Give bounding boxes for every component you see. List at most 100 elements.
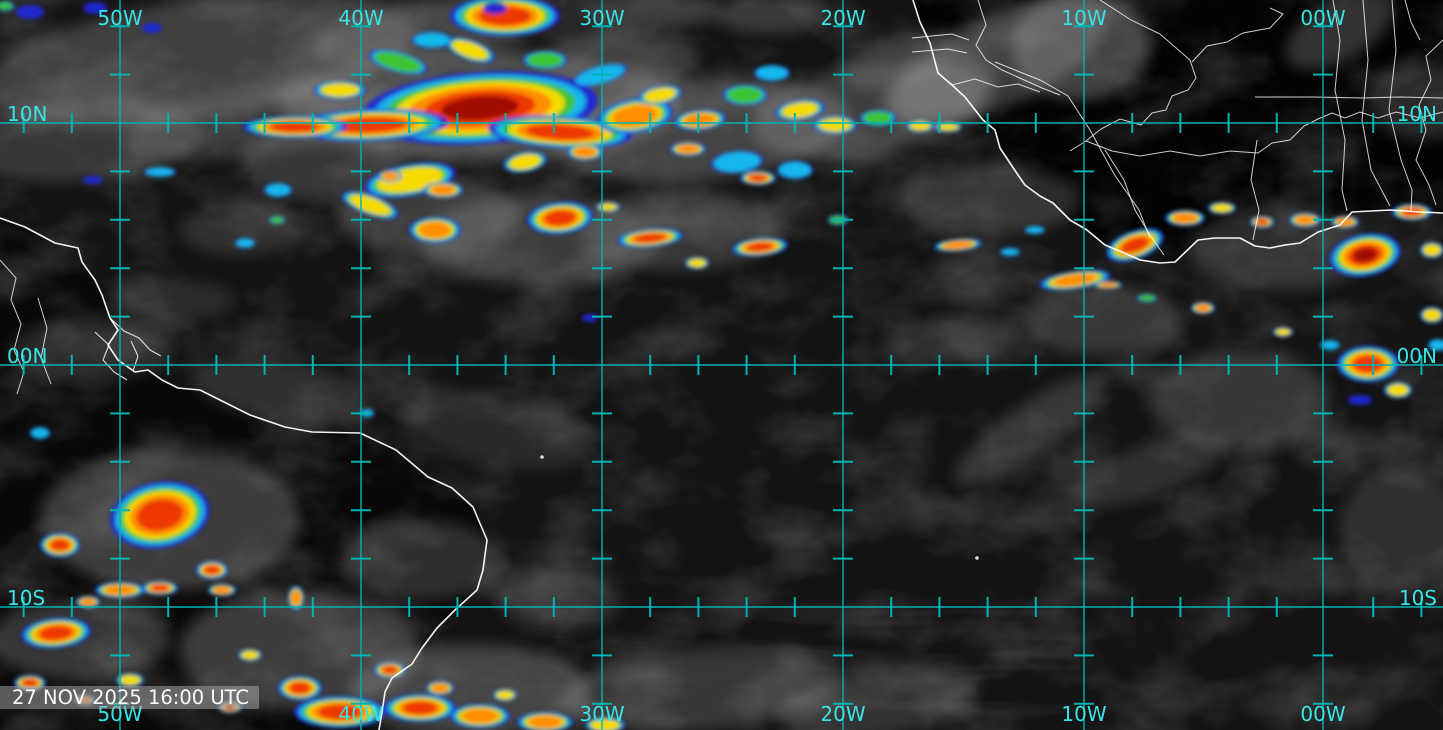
convection-ring [382,666,398,674]
convection-ring [16,5,44,19]
convection-ring [544,210,576,226]
grid-label-left-10N: 10N [7,102,47,126]
convection-ring [713,151,761,173]
convection-ring [1353,247,1377,263]
gray-cloud [1370,60,1443,140]
country-border [1250,139,1260,241]
grid-label-top-30W: 30W [579,6,624,30]
convection-ring [119,674,141,686]
convection-ring [749,174,767,182]
gray-cloud [954,374,1106,486]
gray-cloud [1074,433,1226,507]
convection-ring [430,185,456,195]
convection-cell [412,32,452,48]
convection-ring [236,238,254,248]
country-border [1069,0,1197,152]
country-border [1332,0,1348,212]
convection-cell [1039,269,1111,291]
convection-ring [1001,248,1019,256]
convection-ring [755,65,789,81]
convection-cell [83,2,107,14]
convection-cell [40,533,80,557]
convection-ring [31,427,49,439]
convection-ring [50,539,70,551]
convection-ring [321,83,359,97]
convection-ring [527,52,563,68]
convection-ring [204,565,220,575]
convection-ring [80,598,96,606]
gray-cloud [580,0,720,28]
convection-cell [523,51,567,69]
convection-cell [426,681,454,695]
gray-cloud [500,570,620,630]
convection-cell [116,673,144,687]
timestamp-label: 27 NOV 2025 16:00 UTC [0,686,260,709]
convection-cell [1208,202,1236,214]
grid-label-right-10N: 10N [1397,102,1437,126]
convection-ring [1387,384,1409,396]
country-border [1255,96,1443,99]
convection-cell [1137,294,1157,302]
convection-cell [813,116,857,134]
convection-cell [1329,233,1401,277]
convection-cell [83,176,103,184]
convection-ring [727,86,763,104]
gray-cloud [1150,350,1330,450]
convection-ring [151,584,169,592]
convection-ring [1429,339,1443,351]
convection-ring [644,88,676,102]
convection-ring [414,32,450,48]
convection-cell [142,581,178,595]
convection-cell [483,2,507,14]
convection-cell [638,85,682,105]
convection-ring [937,123,959,131]
country-border [37,297,52,385]
convection-ring [83,176,103,184]
gray-cloud [781,661,979,730]
convection-cell [585,717,625,730]
convection-ring [241,650,259,660]
convection-ring [289,682,311,694]
country-border [911,33,970,41]
convection-cell [341,191,399,219]
convection-cell [384,694,456,722]
gray-cloud [340,520,500,600]
convection-ring [526,124,594,140]
convection-ring [612,105,658,127]
convection-cell [269,216,285,224]
convection-cell [196,561,228,579]
convection-ring [39,625,73,641]
convection-cell [243,116,347,138]
convection-ring [22,679,38,687]
gray-cloud [180,205,300,255]
convection-ring [582,314,598,322]
gray-cloud [1340,470,1443,590]
convection-ring [1121,237,1149,253]
convection-ring [909,121,931,131]
convection-ring [1353,355,1383,373]
gray-cloud [1285,0,1395,70]
convection-ring [419,222,451,238]
convection-cell [934,238,982,252]
convection-cell [264,183,292,197]
convection-ring [213,586,231,594]
convection-ring [136,499,184,531]
river [130,340,139,372]
country-border [1191,7,1284,63]
convection-cell [740,171,776,185]
gray-cloud [900,165,1080,235]
convection-cell [1320,340,1340,350]
convection-cell [711,150,763,174]
gray-cloud [715,0,825,33]
convection-cell [278,676,322,700]
country-border [1104,149,1165,256]
convection-ring [1172,213,1198,223]
convection-ring [83,2,107,14]
convection-cell [777,161,813,179]
convection-cell [144,167,176,177]
convection-cell [288,586,304,610]
cloud-speck [975,556,979,560]
convection-cell [235,238,255,248]
convection-cell [582,314,598,322]
